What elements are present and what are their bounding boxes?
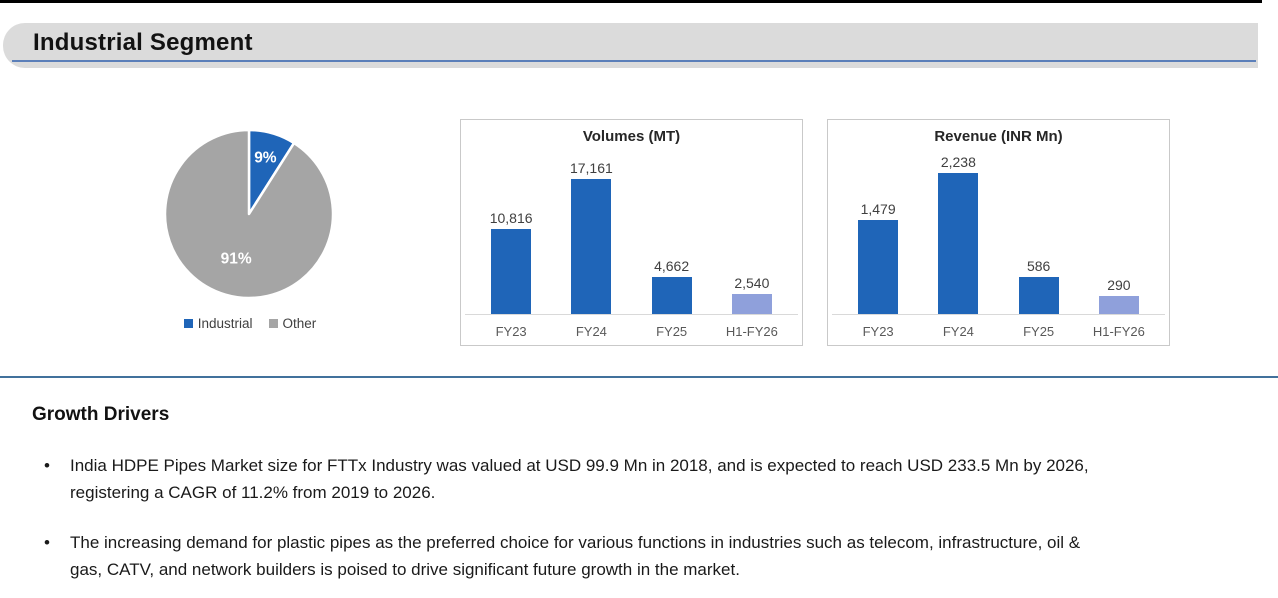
bar-fy23 bbox=[858, 220, 899, 314]
legend-swatch-other bbox=[268, 319, 278, 328]
pie-chart-industrial-share: 9% 91% bbox=[160, 125, 338, 303]
bar-value-label: 290 bbox=[1107, 277, 1131, 293]
volumes-x-axis-line bbox=[465, 314, 798, 315]
top-border-line bbox=[0, 0, 1262, 3]
revenue-bars: 1,479 2,238 586 290 bbox=[838, 154, 1159, 314]
category-label-fy23: FY23 bbox=[495, 324, 527, 339]
growth-bullet-1-text: India HDPE Pipes Market size for FTTx In… bbox=[70, 456, 1089, 502]
volumes-chart-panel: Volumes (MT) 10,816 17,161 4,662 2,540 FY23… bbox=[460, 119, 803, 346]
legend-label-industrial: Industrial bbox=[197, 316, 253, 331]
volumes-category-labels: FY23 FY24 FY25 H1-FY26 bbox=[471, 324, 792, 339]
bar-value-label: 17,161 bbox=[569, 160, 613, 176]
page-title: Industrial Segment bbox=[33, 29, 253, 56]
category-label-fy25: FY25 bbox=[656, 324, 688, 339]
section-divider-line bbox=[0, 376, 1278, 378]
growth-bullet-2-text: The increasing demand for plastic pipes … bbox=[70, 533, 1081, 579]
growth-bullet-1: • India HDPE Pipes Market size for FTTx … bbox=[44, 452, 1089, 506]
title-underline bbox=[12, 60, 1256, 62]
revenue-category-labels: FY23 FY24 FY25 H1-FY26 bbox=[838, 324, 1159, 339]
category-label-fy24: FY24 bbox=[575, 324, 607, 339]
bar-column-h1-fy26: 2,540 bbox=[712, 154, 792, 314]
bar-value-label: 2,238 bbox=[940, 154, 976, 170]
pie-value-label: 91% bbox=[221, 250, 252, 267]
category-label-h1-fy26: H1-FY26 bbox=[1092, 324, 1145, 339]
pie-value-label: 9% bbox=[254, 150, 277, 167]
bar-fy25 bbox=[1018, 277, 1059, 314]
bar-value-label: 2,540 bbox=[734, 275, 770, 291]
category-label-h1-fy26: H1-FY26 bbox=[725, 324, 778, 339]
revenue-chart-panel: Revenue (INR Mn) 1,479 2,238 586 290 FY23 FY… bbox=[827, 119, 1170, 346]
bar-fy25 bbox=[651, 277, 692, 314]
bar-h1-fy26 bbox=[731, 294, 772, 314]
growth-drivers-heading: Growth Drivers bbox=[32, 404, 170, 425]
bar-value-label: 10,816 bbox=[489, 210, 533, 226]
legend-swatch-industrial bbox=[183, 319, 193, 328]
volumes-bars: 10,816 17,161 4,662 2,540 bbox=[471, 154, 792, 314]
volumes-chart-title: Volumes (MT) bbox=[582, 128, 681, 145]
bar-value-label: 4,662 bbox=[654, 258, 690, 274]
volumes-plot-area: 10,816 17,161 4,662 2,540 bbox=[471, 154, 792, 314]
bar-column-fy23: 10,816 bbox=[471, 154, 551, 314]
bar-column-fy24: 17,161 bbox=[551, 154, 631, 314]
revenue-chart-title: Revenue (INR Mn) bbox=[934, 128, 1063, 145]
bar-h1-fy26 bbox=[1098, 296, 1139, 314]
category-label-fy25: FY25 bbox=[1023, 324, 1055, 339]
legend-label-other: Other bbox=[282, 316, 317, 331]
bar-fy23 bbox=[491, 229, 532, 314]
category-label-fy24: FY24 bbox=[942, 324, 974, 339]
bar-column-h1-fy26: 290 bbox=[1079, 154, 1159, 314]
pie-chart-svg: 9% 91% bbox=[163, 128, 335, 300]
bar-column-fy25: 4,662 bbox=[632, 154, 712, 314]
bar-value-label: 1,479 bbox=[860, 201, 896, 217]
bar-column-fy25: 586 bbox=[999, 154, 1079, 314]
bar-column-fy24: 2,238 bbox=[918, 154, 998, 314]
bar-fy24 bbox=[571, 179, 612, 314]
revenue-plot-area: 1,479 2,238 586 290 bbox=[838, 154, 1159, 314]
revenue-x-axis-line bbox=[832, 314, 1165, 315]
bar-value-label: 586 bbox=[1026, 258, 1051, 274]
legend-item-other: Other bbox=[268, 316, 317, 331]
bar-fy24 bbox=[938, 173, 979, 314]
growth-bullet-2: • The increasing demand for plastic pipe… bbox=[44, 529, 1080, 583]
pie-legend: Industrial Other bbox=[155, 316, 345, 331]
slide-title-bar: Industrial Segment bbox=[3, 23, 1258, 68]
bar-column-fy23: 1,479 bbox=[838, 154, 918, 314]
legend-item-industrial: Industrial bbox=[183, 316, 253, 331]
bullet-marker: • bbox=[44, 456, 50, 475]
category-label-fy23: FY23 bbox=[862, 324, 894, 339]
pie-slice-other bbox=[163, 128, 335, 300]
bullet-marker: • bbox=[44, 533, 50, 552]
